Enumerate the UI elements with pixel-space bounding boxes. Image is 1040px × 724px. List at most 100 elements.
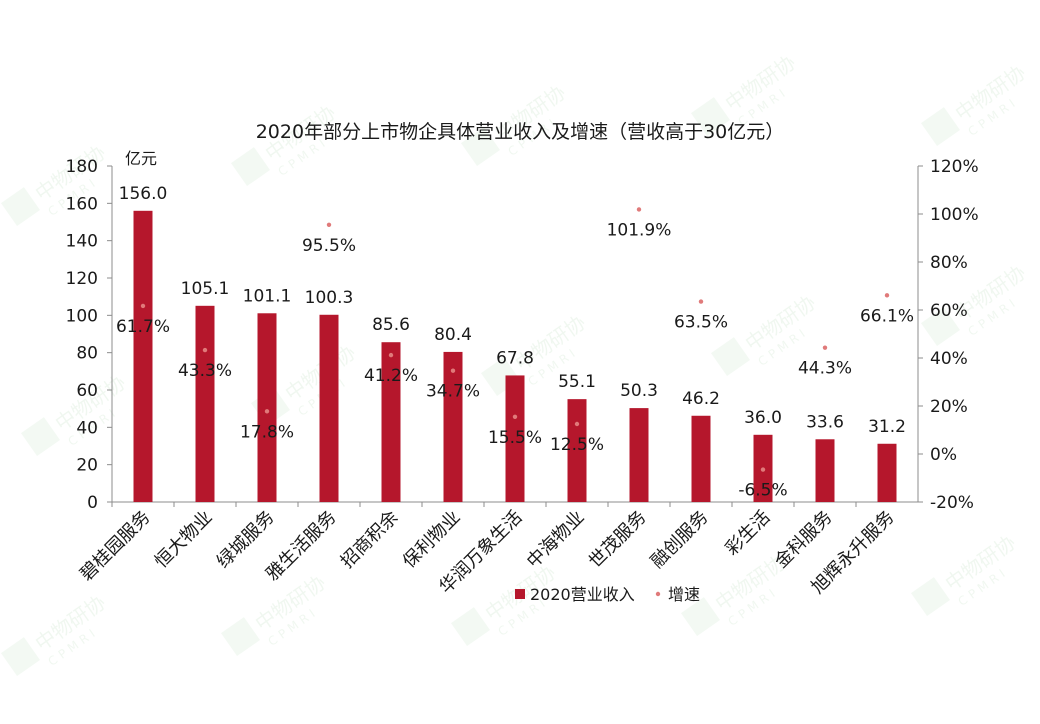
- growth-value-label: 101.9%: [607, 220, 672, 240]
- bar-华润万象生活: [505, 375, 525, 502]
- x-category-label: 招商积余: [337, 507, 403, 573]
- left-tick-label: 40: [76, 418, 98, 438]
- right-tick-label: 40%: [930, 349, 968, 369]
- legend-point-label: 增速: [668, 585, 700, 604]
- watermark-logo-14: [911, 577, 950, 617]
- watermark-logo-9: [921, 307, 960, 347]
- bar-value-label: 80.4: [434, 325, 472, 345]
- bar-value-label: 33.6: [806, 412, 844, 432]
- growth-value-label: 43.3%: [178, 361, 232, 381]
- growth-value-label: 66.1%: [860, 306, 914, 326]
- right-tick-label: -20%: [930, 493, 974, 513]
- right-tick-label: 20%: [930, 397, 968, 417]
- growth-value-label: 41.2%: [364, 366, 418, 386]
- growth-point-旭辉永升服务: [884, 293, 890, 298]
- growth-value-label: 63.5%: [674, 313, 728, 333]
- x-category-label: 碧桂园服务: [76, 507, 154, 585]
- left-tick-label: 160: [66, 194, 98, 214]
- bar-value-label: 50.3: [620, 381, 658, 401]
- bar-value-label: 55.1: [558, 372, 596, 392]
- bar-value-label: 105.1: [181, 279, 230, 299]
- right-tick-label: 100%: [930, 205, 979, 225]
- legend: 2020营业收入 增速: [515, 585, 700, 604]
- right-tick-label: 80%: [930, 253, 968, 273]
- x-category-label: 恒大物业: [151, 507, 217, 573]
- watermark-logo-10: [1, 637, 40, 677]
- watermark-logo-8: [711, 337, 750, 377]
- growth-value-label: 95.5%: [302, 236, 356, 256]
- y-axis-unit-label: 亿元: [125, 149, 157, 168]
- growth-point-保利物业: [450, 368, 456, 373]
- bar-恒大物业: [195, 305, 215, 502]
- bar-招商积余: [381, 342, 401, 502]
- bar-保利物业: [443, 351, 463, 502]
- watermark-logo-11: [221, 617, 260, 657]
- watermark-logo-13: [681, 597, 720, 637]
- legend-bar-label: 2020营业收入: [530, 585, 635, 604]
- growth-point-华润万象生活: [512, 414, 518, 419]
- growth-value-label: 17.8%: [240, 422, 294, 442]
- growth-value-label: 12.5%: [550, 435, 604, 455]
- growth-point-碧桂园服务: [140, 303, 146, 309]
- left-tick-label: 60: [76, 381, 98, 401]
- growth-value-label: 61.7%: [116, 317, 170, 337]
- bar-绿城服务: [257, 313, 277, 502]
- bar-融创服务: [691, 415, 711, 502]
- watermark-logo-3: [691, 97, 730, 137]
- left-tick-label: 100: [66, 306, 98, 326]
- x-category-label: 世茂服务: [585, 507, 651, 573]
- growth-point-绿城服务: [264, 409, 270, 414]
- left-tick-label: 140: [66, 232, 98, 252]
- points-layer: 61.7% 43.3% 17.8% 95.5% 41.2% 34.7% 15.5% 12.5%…: [116, 207, 914, 501]
- watermark-logo-5: [21, 417, 60, 457]
- watermark-logo-2: [461, 127, 500, 167]
- watermark-logo-4: [921, 107, 960, 147]
- right-tick-label: 120%: [930, 157, 979, 177]
- bar-value-label: 67.8: [496, 348, 534, 368]
- watermark-logo-0: [1, 187, 40, 227]
- growth-value-label: 34.7%: [426, 382, 480, 402]
- left-tick-label: 180: [66, 157, 98, 177]
- watermark-logo-1: [231, 147, 270, 187]
- chart-title: 2020年部分上市物企具体营业收入及增速（营收高于30亿元）: [256, 121, 785, 143]
- bar-value-label: 36.0: [744, 408, 782, 428]
- growth-point-恒大物业: [202, 347, 208, 353]
- growth-value-label: 44.3%: [798, 359, 852, 379]
- growth-point-招商积余: [388, 352, 394, 358]
- bar-value-label: 100.3: [305, 288, 354, 308]
- bar-碧桂园服务: [133, 210, 153, 503]
- bar-金科服务: [815, 439, 835, 502]
- growth-value-label: 15.5%: [488, 428, 542, 448]
- right-tick-label: 0%: [930, 445, 957, 465]
- legend-bar-swatch: [515, 589, 525, 599]
- bar-中海物业: [567, 399, 587, 502]
- bar-世茂服务: [629, 408, 649, 502]
- x-category-label: 融创服务: [647, 507, 713, 573]
- bar-value-label: 46.2: [682, 389, 720, 409]
- x-category-label: 彩生活: [722, 507, 775, 560]
- left-tick-label: 20: [76, 456, 98, 476]
- growth-value-label: -6.5%: [738, 481, 787, 501]
- x-category-label: 中海物业: [523, 507, 589, 573]
- bars-layer: 156.0 105.1 101.1 100.3 85.6 80.4 67.8 55.1 50.3…: [119, 184, 906, 503]
- watermark-logo-12: [451, 607, 490, 647]
- left-tick-label: 120: [66, 269, 98, 289]
- growth-point-世茂服务: [636, 207, 642, 212]
- right-tick-label: 60%: [930, 301, 968, 321]
- bar-value-label: 156.0: [119, 184, 168, 204]
- bar-value-label: 85.6: [372, 315, 410, 335]
- legend-point-swatch: [655, 591, 661, 597]
- growth-point-彩生活: [760, 467, 766, 472]
- growth-point-金科服务: [822, 345, 828, 350]
- growth-point-中海物业: [574, 421, 580, 427]
- bar-value-label: 31.2: [868, 417, 906, 437]
- bar-value-label: 101.1: [243, 286, 292, 306]
